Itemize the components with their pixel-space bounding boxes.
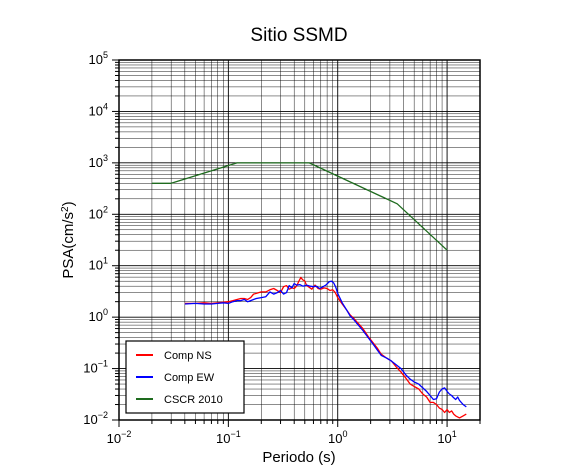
series-line-3 <box>151 162 448 251</box>
plot-frame <box>118 59 481 421</box>
x-tick-label: 100 <box>328 429 347 446</box>
y-tick-labels: 10−2 10−1 100 101 102 103 104 105 <box>83 50 108 427</box>
chart-title: Sitio SSMD <box>250 25 347 46</box>
y-axis-label: PSA(cm/s2) <box>60 201 78 278</box>
y-tick-label: 105 <box>89 50 108 67</box>
ticks <box>112 59 481 427</box>
x-tick-label: 10−1 <box>216 429 241 446</box>
x-tick-labels: 10−2 10−1 100 101 <box>107 429 457 446</box>
y-tick-label: 10−2 <box>83 410 108 427</box>
legend-label-3: CSCR 2010 <box>164 394 223 406</box>
series-line-2 <box>184 280 467 408</box>
legend-label-2: Comp EW <box>164 372 215 384</box>
legend: Comp NS Comp EW CSCR 2010 <box>125 340 245 414</box>
y-axis-label-sup: 2 <box>60 206 71 212</box>
series-line-1 <box>184 276 467 419</box>
y-tick-label: 104 <box>89 101 108 118</box>
y-tick-label: 100 <box>89 307 108 324</box>
y-tick-label: 102 <box>89 204 108 221</box>
legend-label-1: Comp NS <box>164 350 212 362</box>
y-axis-label-end: ) <box>60 201 77 206</box>
x-tick-label: 10−2 <box>107 429 132 446</box>
y-axis-label-main: PSA(cm/s <box>60 212 77 279</box>
x-tick-label: 101 <box>437 429 456 446</box>
x-axis-label: Periodo (s) <box>262 449 335 466</box>
y-tick-label: 103 <box>89 153 108 170</box>
y-tick-label: 10−1 <box>83 359 108 376</box>
y-tick-label: 101 <box>89 256 108 273</box>
series-layer <box>151 162 467 419</box>
